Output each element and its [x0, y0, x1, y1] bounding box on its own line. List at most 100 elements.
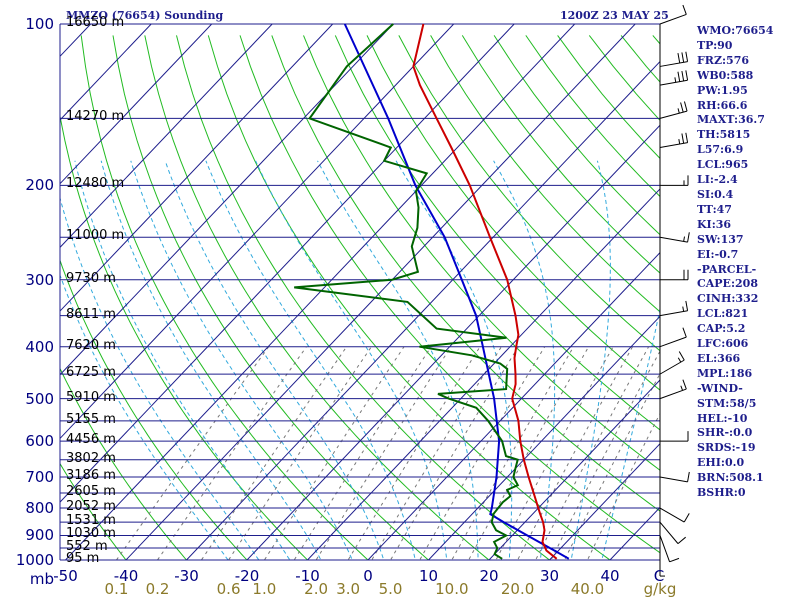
dry-adiabat: [334, 35, 660, 431]
index-item: RH:66.6: [697, 98, 748, 112]
mixing-ratio-line: [550, 350, 660, 560]
index-item: CAPE:208: [697, 277, 758, 291]
mixing-ratio-tick-label: 2.0: [304, 580, 329, 598]
pressure-tick-label: 800: [25, 499, 54, 518]
dry-adiabat: [60, 258, 248, 560]
barb-half-flag: [682, 306, 685, 312]
wind-barb: [659, 521, 686, 545]
index-item: EL:366: [697, 351, 741, 365]
index-item: LCL:821: [697, 307, 749, 321]
chart-title: MMZO (76654) Sounding: [66, 9, 224, 22]
index-item: PW:1.95: [697, 83, 748, 97]
background-grid: [59, 23, 661, 561]
moist-adiabat: [60, 273, 229, 560]
index-item: SRDS:-19: [697, 441, 756, 455]
barb-flag: [685, 132, 689, 143]
pressure-tick-label: 200: [25, 176, 54, 195]
mixing-ratio-line: [227, 346, 372, 560]
barb-half-flag: [678, 139, 681, 145]
index-item: -PARCEL-: [697, 262, 757, 276]
pressure-unit-label: mb: [29, 570, 54, 588]
mixing-ratio-line: [517, 346, 633, 560]
mixing-ratio-tick-label: 1.0: [252, 580, 277, 598]
mixing-ratio-line: [293, 346, 432, 560]
isotherm: [307, 188, 660, 560]
barb-shaft: [659, 535, 671, 562]
mixing-ratio-line: [263, 346, 405, 560]
index-item: WMO:76654: [697, 24, 774, 37]
index-item: FRZ:576: [697, 53, 750, 67]
barb-flag: [678, 351, 685, 361]
mixing-ratio-line: [586, 412, 660, 560]
barb-flag: [687, 471, 690, 482]
isotherm: [488, 379, 660, 560]
dry-adiabat: [271, 35, 660, 512]
pressure-tick-label: 300: [25, 270, 54, 289]
pressure-tick-label: 400: [25, 337, 54, 356]
barb-shaft: [659, 61, 688, 67]
isotherm: [186, 60, 660, 560]
dry-adiabat: [80, 35, 369, 560]
moist-adiabat: [164, 160, 385, 560]
dry-adiabat: [239, 35, 660, 554]
mixing-ratio-tick-label: 3.0: [336, 580, 361, 598]
index-item: WB0:588: [697, 68, 754, 82]
barb-shaft: [659, 142, 688, 149]
dry-adiabat: [366, 35, 660, 391]
isotherm: [60, 24, 334, 312]
barb-shaft: [659, 336, 687, 348]
mixing-ratio-line: [115, 346, 270, 560]
pressure-tick-label: 600: [25, 432, 54, 451]
moist-adiabat: [570, 160, 611, 560]
index-item: KI:36: [697, 217, 732, 231]
barb-half-flag: [680, 385, 684, 391]
index-item: MPL:186: [697, 366, 753, 380]
wind-barb: [659, 379, 687, 400]
pressure-tick-label: 1000: [15, 551, 54, 569]
moist-adiabat: [493, 160, 556, 560]
mixing-ratio-tick-label: 5.0: [378, 580, 403, 598]
isotherm: [60, 24, 273, 249]
dry-adiabat: [60, 462, 127, 560]
temperature-tick-label: 10: [418, 567, 439, 585]
temperature-trace: [412, 23, 558, 560]
barb-shaft: [659, 359, 685, 375]
isotherm: [367, 251, 660, 560]
height-label: 7620 m: [66, 337, 116, 353]
barb-shaft: [659, 110, 688, 119]
wind-barb: [659, 327, 687, 348]
pressure-tick-label: 100: [25, 15, 54, 33]
isotherm: [549, 442, 660, 560]
barb-flag: [682, 379, 687, 390]
isotherm: [60, 24, 455, 440]
wind-barbs: [659, 4, 690, 577]
moist-adiabat: [395, 160, 513, 560]
height-label: 5155 m: [66, 411, 116, 427]
height-label: 4456 m: [66, 432, 116, 448]
height-label: 14270 m: [66, 109, 125, 125]
indices-panel: WMO:76654 TP:90 FRZ:576 WB0:588 PW:1.95 RH:66…: [697, 24, 800, 501]
index-item: TP:90: [697, 38, 733, 52]
temperature-tick-label: -20: [234, 567, 260, 585]
mixing-ratio-line: [419, 346, 546, 560]
barb-half-flag: [677, 108, 680, 114]
barb-flag: [682, 327, 687, 338]
dry-adiabat: [144, 35, 490, 560]
wind-barb: [659, 4, 687, 25]
temperature-tick-label: -50: [53, 567, 78, 585]
parcel-trace: [343, 23, 570, 560]
barb-half-flag: [674, 77, 677, 83]
index-item: EHI:0.0: [697, 456, 745, 470]
height-label: 1030 m: [66, 526, 116, 542]
index-item: CAP:5.2: [697, 322, 746, 336]
height-label: 8611 m: [66, 306, 116, 322]
index-item: SI:0.4: [697, 187, 734, 201]
moist-adiabat: [100, 160, 322, 560]
pressure-tick-label: 700: [25, 467, 54, 486]
temperature-tick-label: -40: [113, 567, 139, 585]
mixing-ratio-unit-label: g/kg: [643, 580, 677, 598]
mixing-ratio-line: [451, 346, 574, 560]
mixing-ratio-line: [468, 346, 590, 560]
index-item: SHR-:0.0: [697, 426, 753, 440]
dry-adiabat: [60, 367, 188, 560]
